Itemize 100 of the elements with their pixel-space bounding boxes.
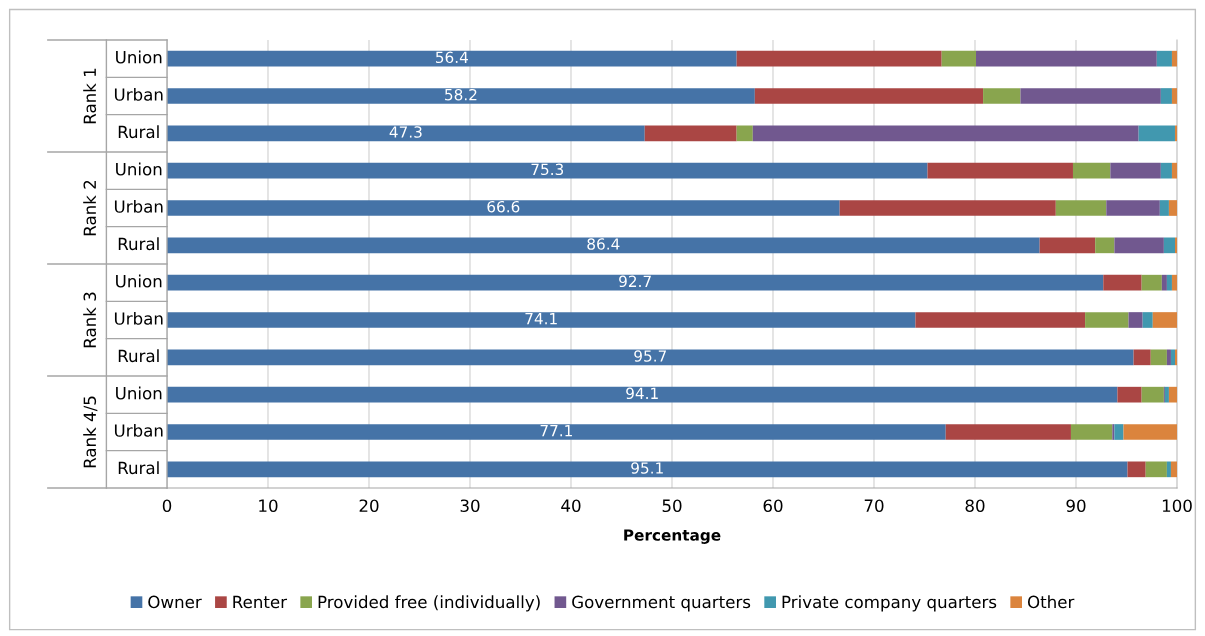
x-tick-label: 0 bbox=[162, 499, 172, 513]
bar bbox=[927, 162, 1073, 179]
bar bbox=[1145, 461, 1167, 478]
bar bbox=[752, 125, 1139, 142]
y-tick-label: Union bbox=[116, 386, 162, 400]
data-label: 75.3 bbox=[531, 163, 564, 176]
bar bbox=[1128, 312, 1143, 328]
bar bbox=[167, 312, 916, 328]
bar bbox=[1171, 162, 1177, 179]
y-tick-label: Union bbox=[116, 274, 162, 288]
y-tick-label: Union bbox=[116, 162, 162, 176]
bar bbox=[1174, 349, 1177, 366]
data-label: 86.4 bbox=[587, 238, 620, 250]
bar bbox=[1159, 200, 1169, 216]
bar bbox=[1072, 162, 1111, 179]
bar bbox=[1110, 162, 1161, 179]
bar bbox=[983, 88, 1021, 104]
y-tick-label: Union bbox=[116, 50, 162, 64]
x-tick-label: 90 bbox=[1066, 499, 1086, 513]
text: Rank 3 bbox=[83, 292, 97, 348]
bar bbox=[1166, 349, 1171, 366]
bar bbox=[1114, 424, 1124, 440]
legend-label: Owner bbox=[148, 595, 202, 609]
bar bbox=[754, 88, 984, 104]
bar bbox=[839, 200, 1056, 216]
bar bbox=[1160, 88, 1172, 104]
bar bbox=[1085, 312, 1129, 328]
bar bbox=[167, 200, 840, 216]
x-tick-label: 40 bbox=[561, 499, 581, 513]
legend-label: Provided free (individually) bbox=[318, 595, 540, 612]
bar bbox=[1166, 461, 1171, 478]
bar bbox=[1103, 274, 1142, 291]
y-tick-label: Rural bbox=[118, 349, 159, 363]
y-tick-label: Rural bbox=[118, 125, 159, 139]
y-tick-label: Urban bbox=[114, 423, 163, 437]
bar bbox=[736, 125, 753, 142]
data-label: 47.3 bbox=[389, 126, 422, 138]
legend-label: Renter bbox=[233, 595, 288, 609]
bar bbox=[915, 312, 1086, 328]
bar bbox=[1170, 349, 1175, 366]
legend-label: Private company quarters bbox=[782, 595, 997, 612]
bar bbox=[1163, 237, 1175, 254]
bar bbox=[1161, 274, 1167, 291]
bar bbox=[976, 50, 1157, 67]
y-tick-label: Rural bbox=[118, 237, 159, 251]
y-tick-label: Urban bbox=[114, 311, 163, 325]
bar bbox=[167, 274, 1104, 291]
bar bbox=[736, 50, 942, 67]
bar bbox=[1160, 162, 1172, 179]
bar bbox=[1168, 386, 1177, 403]
bar bbox=[1123, 424, 1177, 440]
x-tick-label: 10 bbox=[259, 499, 278, 513]
bar bbox=[1070, 424, 1113, 440]
data-label: 66.6 bbox=[487, 200, 520, 213]
legend-label: Government quarters bbox=[572, 595, 751, 612]
x-tick-label: 30 bbox=[460, 499, 480, 513]
data-label: 92.7 bbox=[619, 275, 651, 288]
bar bbox=[1127, 461, 1146, 478]
bar bbox=[1164, 386, 1169, 403]
bar bbox=[1171, 274, 1177, 291]
data-label: 77.1 bbox=[540, 425, 572, 437]
x-tick-label: 50 bbox=[662, 499, 682, 513]
bar bbox=[1171, 50, 1177, 67]
bar bbox=[1138, 125, 1175, 142]
y-tick-label: Rural bbox=[118, 461, 159, 475]
bar bbox=[1112, 424, 1115, 440]
bar bbox=[1095, 237, 1115, 254]
x-tick-label: 20 bbox=[359, 499, 379, 513]
bar bbox=[1141, 274, 1162, 291]
text: Rank 1 bbox=[83, 68, 97, 124]
bar bbox=[1141, 386, 1164, 403]
bar bbox=[1142, 312, 1153, 328]
bar bbox=[1170, 461, 1177, 478]
text: Rank 2 bbox=[83, 180, 97, 236]
text: Rank 4/5 bbox=[83, 396, 98, 468]
bar bbox=[167, 386, 1118, 403]
bar bbox=[1152, 312, 1177, 328]
bar bbox=[1020, 88, 1161, 104]
bar bbox=[1106, 200, 1160, 216]
bar bbox=[1166, 274, 1172, 291]
bar bbox=[167, 162, 928, 179]
bar bbox=[941, 50, 977, 67]
bar bbox=[167, 88, 755, 104]
legend-label: Other bbox=[1027, 595, 1075, 609]
x-tick-label: 100 bbox=[1162, 499, 1192, 513]
bar bbox=[167, 424, 946, 440]
bar bbox=[1156, 50, 1172, 67]
x-axis-title: Percentage bbox=[624, 529, 721, 544]
bar bbox=[1150, 349, 1167, 366]
bar bbox=[1133, 349, 1151, 366]
bar bbox=[1174, 125, 1177, 142]
y-tick-label: Urban bbox=[114, 87, 163, 101]
bar bbox=[1039, 237, 1096, 254]
data-label: 58.2 bbox=[445, 88, 477, 101]
bar bbox=[1114, 237, 1164, 254]
x-tick-label: 60 bbox=[763, 499, 783, 513]
bar bbox=[1168, 200, 1177, 216]
x-tick-label: 70 bbox=[864, 499, 884, 513]
bar bbox=[644, 125, 737, 142]
y-tick-label: Urban bbox=[114, 199, 163, 213]
